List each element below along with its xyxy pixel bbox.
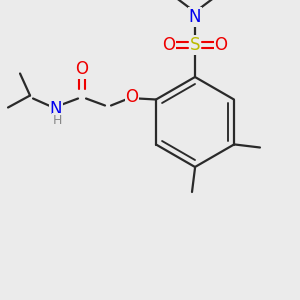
Text: O: O — [125, 88, 139, 106]
Text: O: O — [163, 36, 176, 54]
Text: N: N — [189, 8, 201, 26]
Text: H: H — [52, 114, 62, 127]
Text: N: N — [50, 100, 62, 118]
Text: O: O — [76, 61, 88, 79]
Text: S: S — [190, 36, 200, 54]
Text: O: O — [214, 36, 227, 54]
